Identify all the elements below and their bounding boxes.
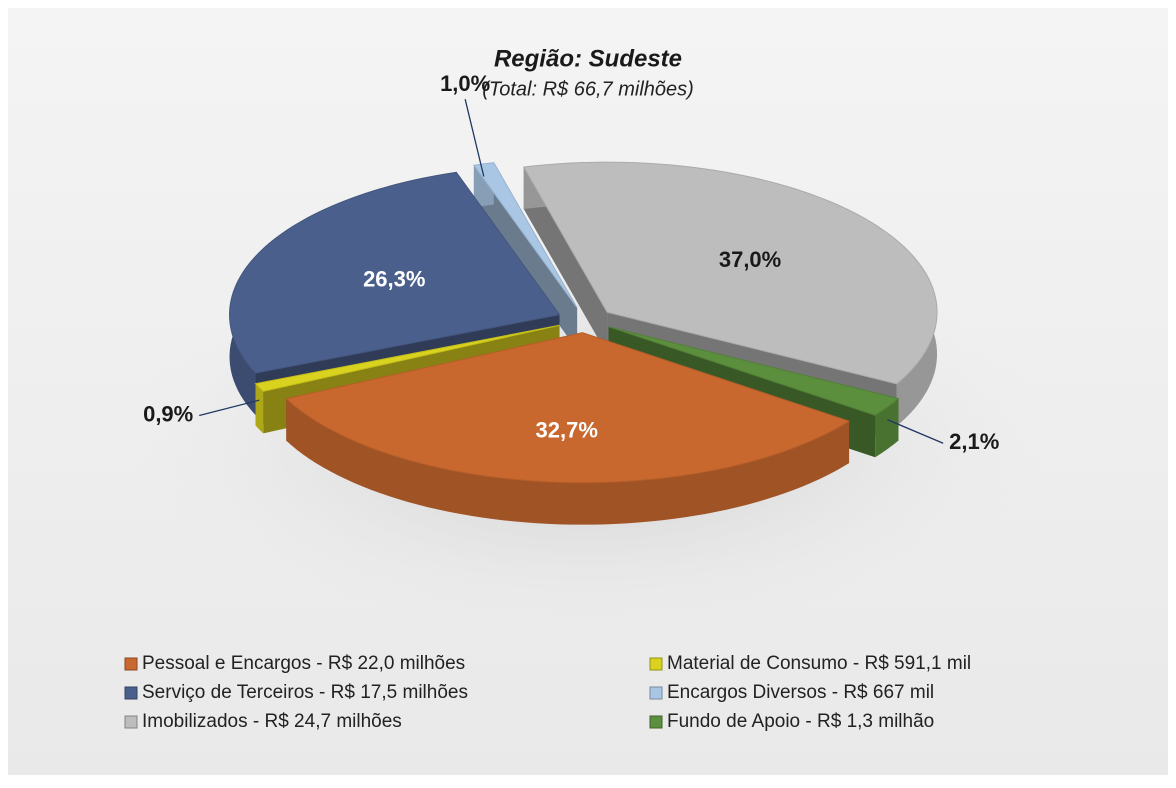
data-label: 1,0% bbox=[440, 71, 490, 96]
leader-line bbox=[887, 419, 944, 444]
pie: 32,7% 0,9% 26,3% 1,0% 37,0% 2,1% bbox=[143, 71, 999, 525]
data-label: 2,1% bbox=[949, 429, 999, 454]
chart-subtitle: (Total: R$ 66,7 milhões) bbox=[482, 78, 694, 100]
data-label: 26,3% bbox=[363, 266, 425, 291]
legend-swatch bbox=[124, 686, 138, 700]
slice bbox=[229, 171, 561, 374]
legend-label: Pessoal e Encargos - R$ 22,0 milhões bbox=[142, 653, 465, 674]
legend-swatch bbox=[649, 686, 663, 700]
slice-wall bbox=[875, 398, 899, 458]
legend-label: Imobilizados - R$ 24,7 milhões bbox=[142, 711, 402, 732]
legend-swatch bbox=[124, 715, 138, 729]
slice bbox=[608, 326, 900, 416]
slice bbox=[285, 332, 851, 484]
slice bbox=[473, 162, 578, 309]
legend-swatch bbox=[649, 715, 663, 729]
slice bbox=[254, 324, 560, 392]
data-label: 37,0% bbox=[719, 247, 781, 272]
slice-side bbox=[523, 167, 608, 355]
chart-title: Região: Sudeste bbox=[494, 45, 682, 72]
slice bbox=[522, 161, 938, 385]
legend-label: Encargos Diversos - R$ 667 mil bbox=[667, 682, 934, 703]
legend-swatch bbox=[124, 657, 138, 671]
legend: Pessoal e Encargos - R$ 22,0 milhões Mate… bbox=[124, 653, 971, 732]
legend-swatch bbox=[649, 657, 663, 671]
leader-line bbox=[464, 99, 485, 177]
legend-label: Fundo de Apoio - R$ 1,3 milhão bbox=[667, 711, 934, 732]
slice-wall bbox=[255, 383, 264, 434]
legend-label: Serviço de Terceiros - R$ 17,5 milhões bbox=[142, 682, 468, 703]
leader-line bbox=[199, 399, 260, 417]
data-label: 0,9% bbox=[143, 401, 193, 426]
data-label: 32,7% bbox=[536, 417, 598, 442]
slice-wall bbox=[286, 398, 850, 525]
legend-label: Material de Consumo - R$ 591,1 mil bbox=[667, 653, 971, 674]
